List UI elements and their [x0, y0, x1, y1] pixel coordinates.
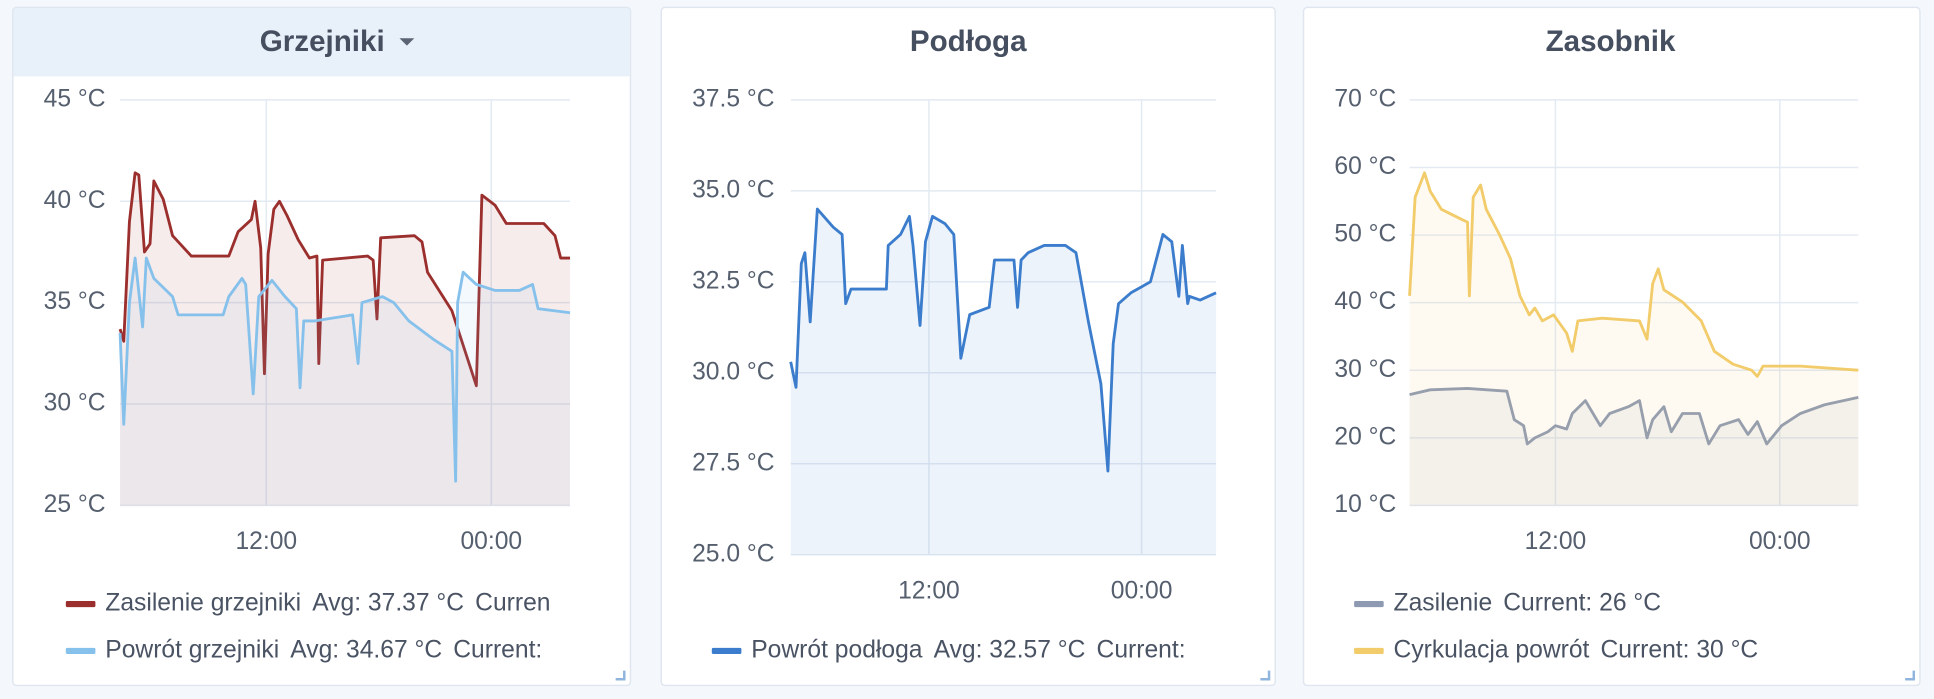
- y-tick-label: 10 °C: [1334, 491, 1396, 518]
- y-tick-label: 30.0 °C: [692, 358, 774, 385]
- area-fill: [1409, 172, 1859, 506]
- area-fill: [790, 209, 1217, 555]
- legend: Powrót podłoga Avg: 32.57 °C Current:: [711, 636, 1186, 663]
- y-tick-label: 25 °C: [44, 491, 106, 518]
- legend-label[interactable]: Cyrkulacja powrót: [1394, 636, 1590, 663]
- x-tick-label: 12:00: [898, 577, 960, 604]
- panel: Zasobnik 10 °C 20 °C 30 °C 40 °C 50 °C 60 °C 70…: [1302, 6, 1921, 687]
- legend-stat: Avg: 37.37 °C: [312, 590, 464, 617]
- y-tick-label: 40 °C: [1334, 288, 1396, 315]
- y-tick-label: 70 °C: [1334, 85, 1396, 112]
- dropdown-caret[interactable]: [399, 38, 415, 46]
- y-tick-label: 35.0 °C: [692, 176, 774, 203]
- legend-stat: Avg: 34.67 °C: [290, 636, 442, 663]
- legend-label[interactable]: Powrót podłoga: [751, 636, 923, 663]
- y-tick-label: 37.5 °C: [692, 85, 774, 112]
- panel-title: Zasobnik: [1546, 25, 1676, 58]
- legend-swatch: [1354, 647, 1384, 655]
- legend-stat: Current: 26 °C: [1503, 590, 1661, 617]
- panel: Grzejniki 25 °C 30 °C 35 °C 40 °C 45 °C 12:00 0…: [12, 6, 632, 687]
- panel-frame: [12, 6, 632, 687]
- y-tick-label: 50 °C: [1334, 221, 1396, 248]
- y-tick-label: 45 °C: [44, 85, 106, 112]
- panel-title: Podłoga: [910, 25, 1027, 58]
- series-line: [1409, 387, 1859, 446]
- legend-swatch: [711, 647, 742, 655]
- x-tick-label: 12:00: [1525, 528, 1587, 555]
- y-tick-label: 32.5 °C: [692, 267, 774, 294]
- legend-stat: Avg: 32.57 °C: [934, 636, 1086, 663]
- legend: Zasilenie grzejniki Avg: 37.37 °C Curren Po…: [65, 590, 551, 663]
- area-fill: [1409, 388, 1859, 506]
- resize-handle[interactable]: [1905, 670, 1916, 681]
- legend-label[interactable]: Powrót grzejniki: [105, 636, 279, 663]
- legend-label[interactable]: Zasilenie grzejniki: [105, 590, 301, 617]
- legend-swatch: [65, 600, 96, 608]
- x-tick-label: 00:00: [460, 528, 522, 555]
- panel-frame: [660, 6, 1276, 687]
- legend-stat: Current: 30 °C: [1600, 636, 1758, 663]
- legend-label[interactable]: Zasilenie: [1394, 590, 1493, 617]
- x-tick-label: 00:00: [1749, 528, 1811, 555]
- series-line: [789, 207, 1217, 473]
- y-tick-label: 40 °C: [44, 187, 106, 214]
- panel-frame: [1302, 6, 1921, 687]
- resize-handle[interactable]: [1260, 670, 1271, 681]
- series-line: [118, 171, 571, 388]
- legend-stat: Current:: [1097, 636, 1186, 663]
- series-line: [1408, 171, 1859, 378]
- series-line: [118, 256, 571, 483]
- y-tick-label: 30 °C: [1334, 356, 1396, 383]
- resize-handle[interactable]: [615, 670, 626, 681]
- legend-stat: Curren: [475, 590, 550, 617]
- legend-stat: Current:: [453, 636, 542, 663]
- legend-swatch: [1354, 600, 1384, 608]
- legend: Zasilenie Current: 26 °C Cyrkulacja powrót…: [1354, 590, 1758, 663]
- y-tick-label: 35 °C: [44, 288, 106, 315]
- panel-title[interactable]: Grzejniki: [260, 25, 385, 58]
- y-tick-label: 60 °C: [1334, 153, 1396, 180]
- y-tick-label: 30 °C: [44, 390, 106, 417]
- y-tick-label: 25.0 °C: [692, 540, 774, 567]
- panel: Podłoga 25.0 °C 27.5 °C 30.0 °C 32.5 °C 35.0 …: [660, 6, 1276, 687]
- y-tick-label: 20 °C: [1334, 423, 1396, 450]
- x-tick-label: 00:00: [1111, 577, 1173, 604]
- y-tick-label: 27.5 °C: [692, 449, 774, 476]
- x-tick-label: 12:00: [235, 528, 297, 555]
- panel-header: [13, 8, 630, 77]
- legend-swatch: [65, 647, 96, 655]
